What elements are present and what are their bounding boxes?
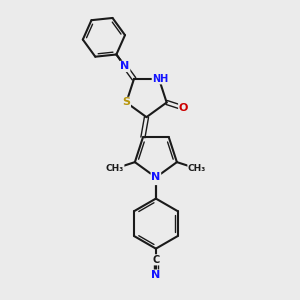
Text: NH: NH	[152, 74, 169, 84]
Text: O: O	[179, 103, 188, 113]
Text: CH₃: CH₃	[106, 164, 124, 173]
Text: N: N	[151, 172, 160, 182]
Text: S: S	[122, 98, 130, 107]
Text: CH₃: CH₃	[188, 164, 206, 173]
Text: C: C	[152, 255, 160, 265]
Text: N: N	[151, 270, 160, 280]
Text: N: N	[151, 174, 160, 184]
Text: N: N	[120, 61, 130, 71]
